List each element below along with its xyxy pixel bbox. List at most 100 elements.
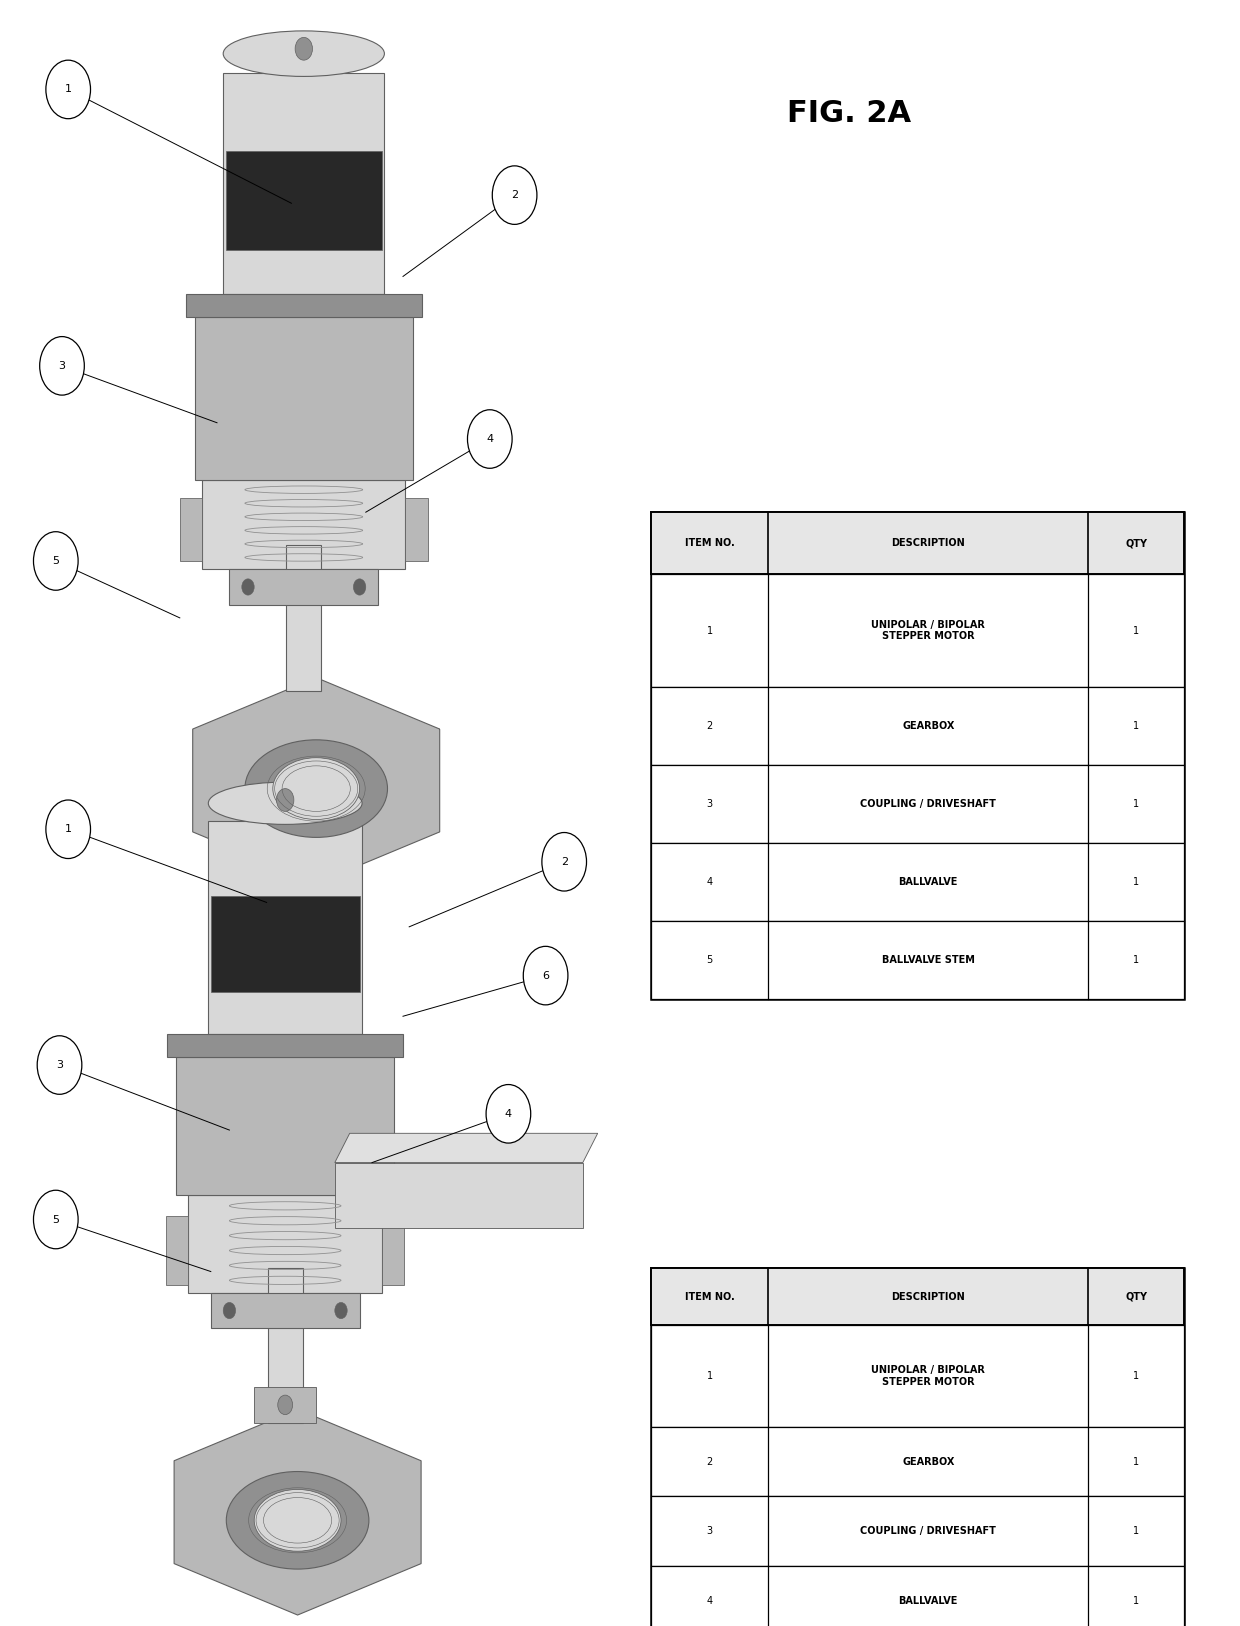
FancyBboxPatch shape bbox=[405, 498, 428, 561]
FancyBboxPatch shape bbox=[195, 317, 413, 480]
FancyBboxPatch shape bbox=[188, 1195, 382, 1293]
FancyBboxPatch shape bbox=[651, 688, 1184, 766]
FancyBboxPatch shape bbox=[651, 1426, 1184, 1496]
Text: DESCRIPTION: DESCRIPTION bbox=[892, 538, 965, 548]
Text: 1: 1 bbox=[64, 824, 72, 834]
Text: FIG. 2A: FIG. 2A bbox=[787, 99, 911, 128]
Circle shape bbox=[33, 1190, 78, 1249]
Text: 4: 4 bbox=[505, 1109, 512, 1119]
Text: 1: 1 bbox=[64, 85, 72, 94]
Circle shape bbox=[295, 37, 312, 60]
Text: COUPLING / DRIVESHAFT: COUPLING / DRIVESHAFT bbox=[861, 800, 996, 810]
Ellipse shape bbox=[226, 1472, 370, 1569]
FancyBboxPatch shape bbox=[208, 821, 362, 1034]
Ellipse shape bbox=[273, 758, 360, 820]
FancyBboxPatch shape bbox=[202, 480, 405, 569]
Circle shape bbox=[542, 833, 587, 891]
FancyBboxPatch shape bbox=[229, 569, 378, 605]
Circle shape bbox=[278, 1395, 293, 1415]
Circle shape bbox=[223, 1302, 236, 1319]
Text: 1: 1 bbox=[1133, 878, 1140, 888]
FancyBboxPatch shape bbox=[651, 1268, 1184, 1626]
Text: 1: 1 bbox=[1133, 722, 1140, 732]
Text: 1: 1 bbox=[1133, 1371, 1140, 1380]
FancyBboxPatch shape bbox=[651, 844, 1184, 922]
Circle shape bbox=[37, 1036, 82, 1094]
FancyBboxPatch shape bbox=[211, 1293, 360, 1328]
Text: DESCRIPTION: DESCRIPTION bbox=[892, 1291, 965, 1302]
FancyBboxPatch shape bbox=[180, 498, 202, 561]
Text: QTY: QTY bbox=[1125, 1291, 1147, 1302]
Ellipse shape bbox=[208, 782, 362, 824]
Circle shape bbox=[523, 946, 568, 1005]
FancyBboxPatch shape bbox=[254, 1387, 316, 1423]
FancyBboxPatch shape bbox=[651, 1566, 1184, 1626]
FancyBboxPatch shape bbox=[186, 294, 422, 317]
FancyBboxPatch shape bbox=[176, 1057, 394, 1195]
FancyBboxPatch shape bbox=[651, 574, 1184, 688]
Text: 1: 1 bbox=[1133, 626, 1140, 636]
Text: QTY: QTY bbox=[1125, 538, 1147, 548]
Text: 2: 2 bbox=[707, 722, 713, 732]
Text: 1: 1 bbox=[1133, 1457, 1140, 1467]
Circle shape bbox=[33, 532, 78, 590]
Circle shape bbox=[46, 800, 91, 859]
Circle shape bbox=[40, 337, 84, 395]
Text: BALLVALVE: BALLVALVE bbox=[899, 878, 959, 888]
FancyBboxPatch shape bbox=[651, 1268, 1184, 1325]
Circle shape bbox=[353, 579, 366, 595]
Text: 4: 4 bbox=[707, 1597, 713, 1606]
Text: COUPLING / DRIVESHAFT: COUPLING / DRIVESHAFT bbox=[861, 1527, 996, 1537]
FancyBboxPatch shape bbox=[223, 73, 384, 294]
Text: GEARBOX: GEARBOX bbox=[901, 722, 955, 732]
Polygon shape bbox=[335, 1133, 598, 1163]
FancyBboxPatch shape bbox=[167, 1034, 403, 1057]
FancyBboxPatch shape bbox=[226, 151, 382, 250]
FancyBboxPatch shape bbox=[382, 1216, 404, 1285]
Text: UNIPOLAR / BIPOLAR
STEPPER MOTOR: UNIPOLAR / BIPOLAR STEPPER MOTOR bbox=[872, 620, 986, 641]
Text: BALLVALVE: BALLVALVE bbox=[899, 1597, 959, 1606]
Circle shape bbox=[492, 166, 537, 224]
Text: FIG. 2B: FIG. 2B bbox=[874, 937, 998, 966]
Text: 1: 1 bbox=[1133, 1527, 1140, 1537]
Text: 5: 5 bbox=[707, 956, 713, 966]
Text: 1: 1 bbox=[707, 626, 713, 636]
Text: 6: 6 bbox=[542, 971, 549, 980]
FancyBboxPatch shape bbox=[211, 896, 360, 992]
FancyBboxPatch shape bbox=[651, 1325, 1184, 1426]
Text: 3: 3 bbox=[707, 1527, 713, 1537]
Circle shape bbox=[486, 1085, 531, 1143]
Text: BALLVALVE STEM: BALLVALVE STEM bbox=[882, 956, 975, 966]
Text: GEARBOX: GEARBOX bbox=[901, 1457, 955, 1467]
Text: ITEM NO.: ITEM NO. bbox=[684, 538, 734, 548]
Text: 4: 4 bbox=[707, 878, 713, 888]
Text: 2: 2 bbox=[707, 1457, 713, 1467]
Text: 1: 1 bbox=[1133, 800, 1140, 810]
Text: 4: 4 bbox=[486, 434, 494, 444]
Text: 2: 2 bbox=[560, 857, 568, 867]
Text: 3: 3 bbox=[707, 800, 713, 810]
FancyBboxPatch shape bbox=[166, 1216, 188, 1285]
Text: 1: 1 bbox=[1133, 956, 1140, 966]
FancyBboxPatch shape bbox=[651, 766, 1184, 844]
Ellipse shape bbox=[244, 740, 387, 837]
Text: 5: 5 bbox=[52, 1215, 60, 1224]
Text: 5: 5 bbox=[52, 556, 60, 566]
Text: 1: 1 bbox=[1133, 1597, 1140, 1606]
FancyBboxPatch shape bbox=[268, 1268, 303, 1423]
Circle shape bbox=[46, 60, 91, 119]
FancyBboxPatch shape bbox=[651, 512, 1184, 1000]
Circle shape bbox=[277, 789, 294, 811]
FancyBboxPatch shape bbox=[651, 1496, 1184, 1566]
FancyBboxPatch shape bbox=[335, 1163, 583, 1228]
Text: UNIPOLAR / BIPOLAR
STEPPER MOTOR: UNIPOLAR / BIPOLAR STEPPER MOTOR bbox=[872, 1366, 986, 1387]
Ellipse shape bbox=[223, 31, 384, 76]
FancyBboxPatch shape bbox=[651, 922, 1184, 1000]
Text: 2: 2 bbox=[511, 190, 518, 200]
Text: 3: 3 bbox=[56, 1060, 63, 1070]
Text: ITEM NO.: ITEM NO. bbox=[684, 1291, 734, 1302]
Polygon shape bbox=[192, 678, 440, 883]
Circle shape bbox=[467, 410, 512, 468]
FancyBboxPatch shape bbox=[286, 545, 321, 691]
FancyBboxPatch shape bbox=[651, 512, 1184, 574]
